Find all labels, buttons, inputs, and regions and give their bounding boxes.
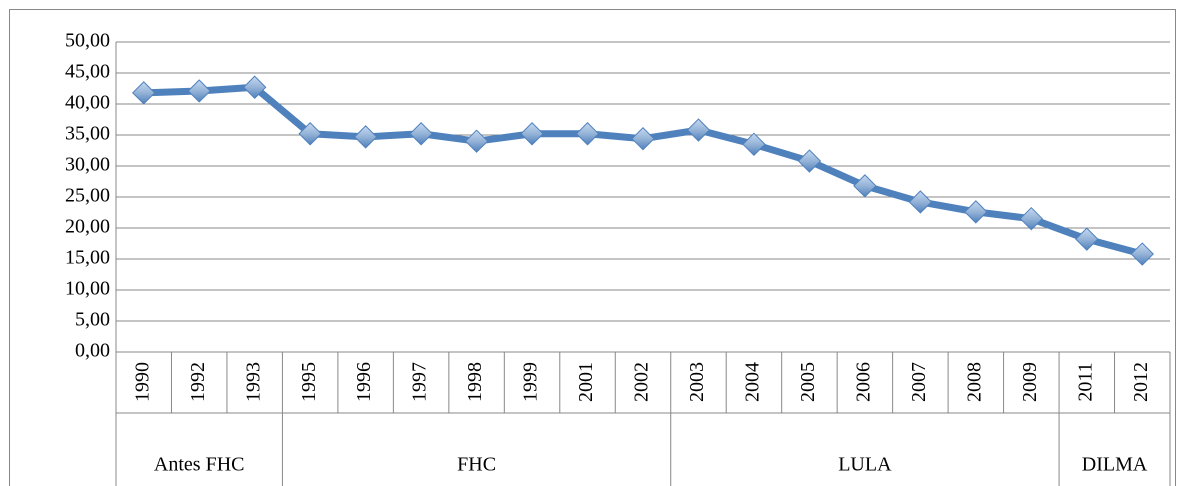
data-marker <box>742 132 766 157</box>
data-marker <box>1130 242 1154 266</box>
x-tick-label: 1992 <box>187 362 209 402</box>
data-marker <box>575 122 600 146</box>
x-tick-label: 2001 <box>575 362 597 402</box>
y-tick-label: 50,00 <box>65 30 110 52</box>
x-tick-label: 1996 <box>353 362 375 402</box>
y-tick-label: 30,00 <box>65 154 110 176</box>
group-label: LULA <box>838 454 892 476</box>
x-tick-label: 2006 <box>852 362 874 402</box>
y-tick-label: 10,00 <box>65 278 110 300</box>
x-tick-label: 1999 <box>520 362 542 402</box>
y-tick-label: 0,00 <box>75 340 110 362</box>
group-label: DILMA <box>1082 454 1148 476</box>
data-marker <box>631 127 655 151</box>
y-tick-label: 45,00 <box>65 61 110 83</box>
series-line <box>143 83 1144 258</box>
x-tick-label: 2009 <box>1019 362 1041 402</box>
x-tick-label: 1998 <box>464 362 486 402</box>
data-marker <box>964 200 988 224</box>
data-marker <box>908 190 933 214</box>
x-tick-label: 2008 <box>963 362 985 402</box>
data-marker <box>132 81 156 105</box>
y-tick-label: 15,00 <box>65 247 110 269</box>
data-marker <box>298 122 322 146</box>
data-marker <box>464 129 489 153</box>
x-tick-label: 1993 <box>242 362 264 402</box>
group-label: FHC <box>457 454 496 476</box>
data-marker <box>686 118 711 142</box>
data-marker <box>242 75 267 99</box>
chart-frame <box>9 9 1176 486</box>
x-tick-label: 1990 <box>131 362 153 402</box>
data-marker <box>797 149 822 173</box>
data-marker <box>409 122 433 146</box>
data-marker <box>520 122 544 146</box>
x-tick-label: 1997 <box>409 362 431 402</box>
data-marker <box>1075 227 1099 251</box>
y-tick-label: 25,00 <box>65 185 110 207</box>
x-tick-label: 2005 <box>797 362 819 402</box>
x-tick-label: 2004 <box>742 362 764 402</box>
y-tick-label: 5,00 <box>75 309 110 331</box>
x-tick-label: 2002 <box>631 362 653 402</box>
data-marker <box>1019 206 1044 231</box>
x-tick-label: 2003 <box>686 362 708 402</box>
data-marker <box>187 79 211 103</box>
data-marker <box>353 125 378 149</box>
x-tick-label: 2012 <box>1130 362 1152 402</box>
data-marker <box>853 174 877 198</box>
y-tick-label: 40,00 <box>65 92 110 114</box>
x-tick-label: 2011 <box>1074 362 1096 401</box>
x-tick-label: 1995 <box>298 362 320 402</box>
y-tick-label: 20,00 <box>65 216 110 238</box>
y-tick-label: 35,00 <box>65 123 110 145</box>
x-tick-label: 2007 <box>908 362 930 402</box>
group-label: Antes FHC <box>154 454 245 476</box>
